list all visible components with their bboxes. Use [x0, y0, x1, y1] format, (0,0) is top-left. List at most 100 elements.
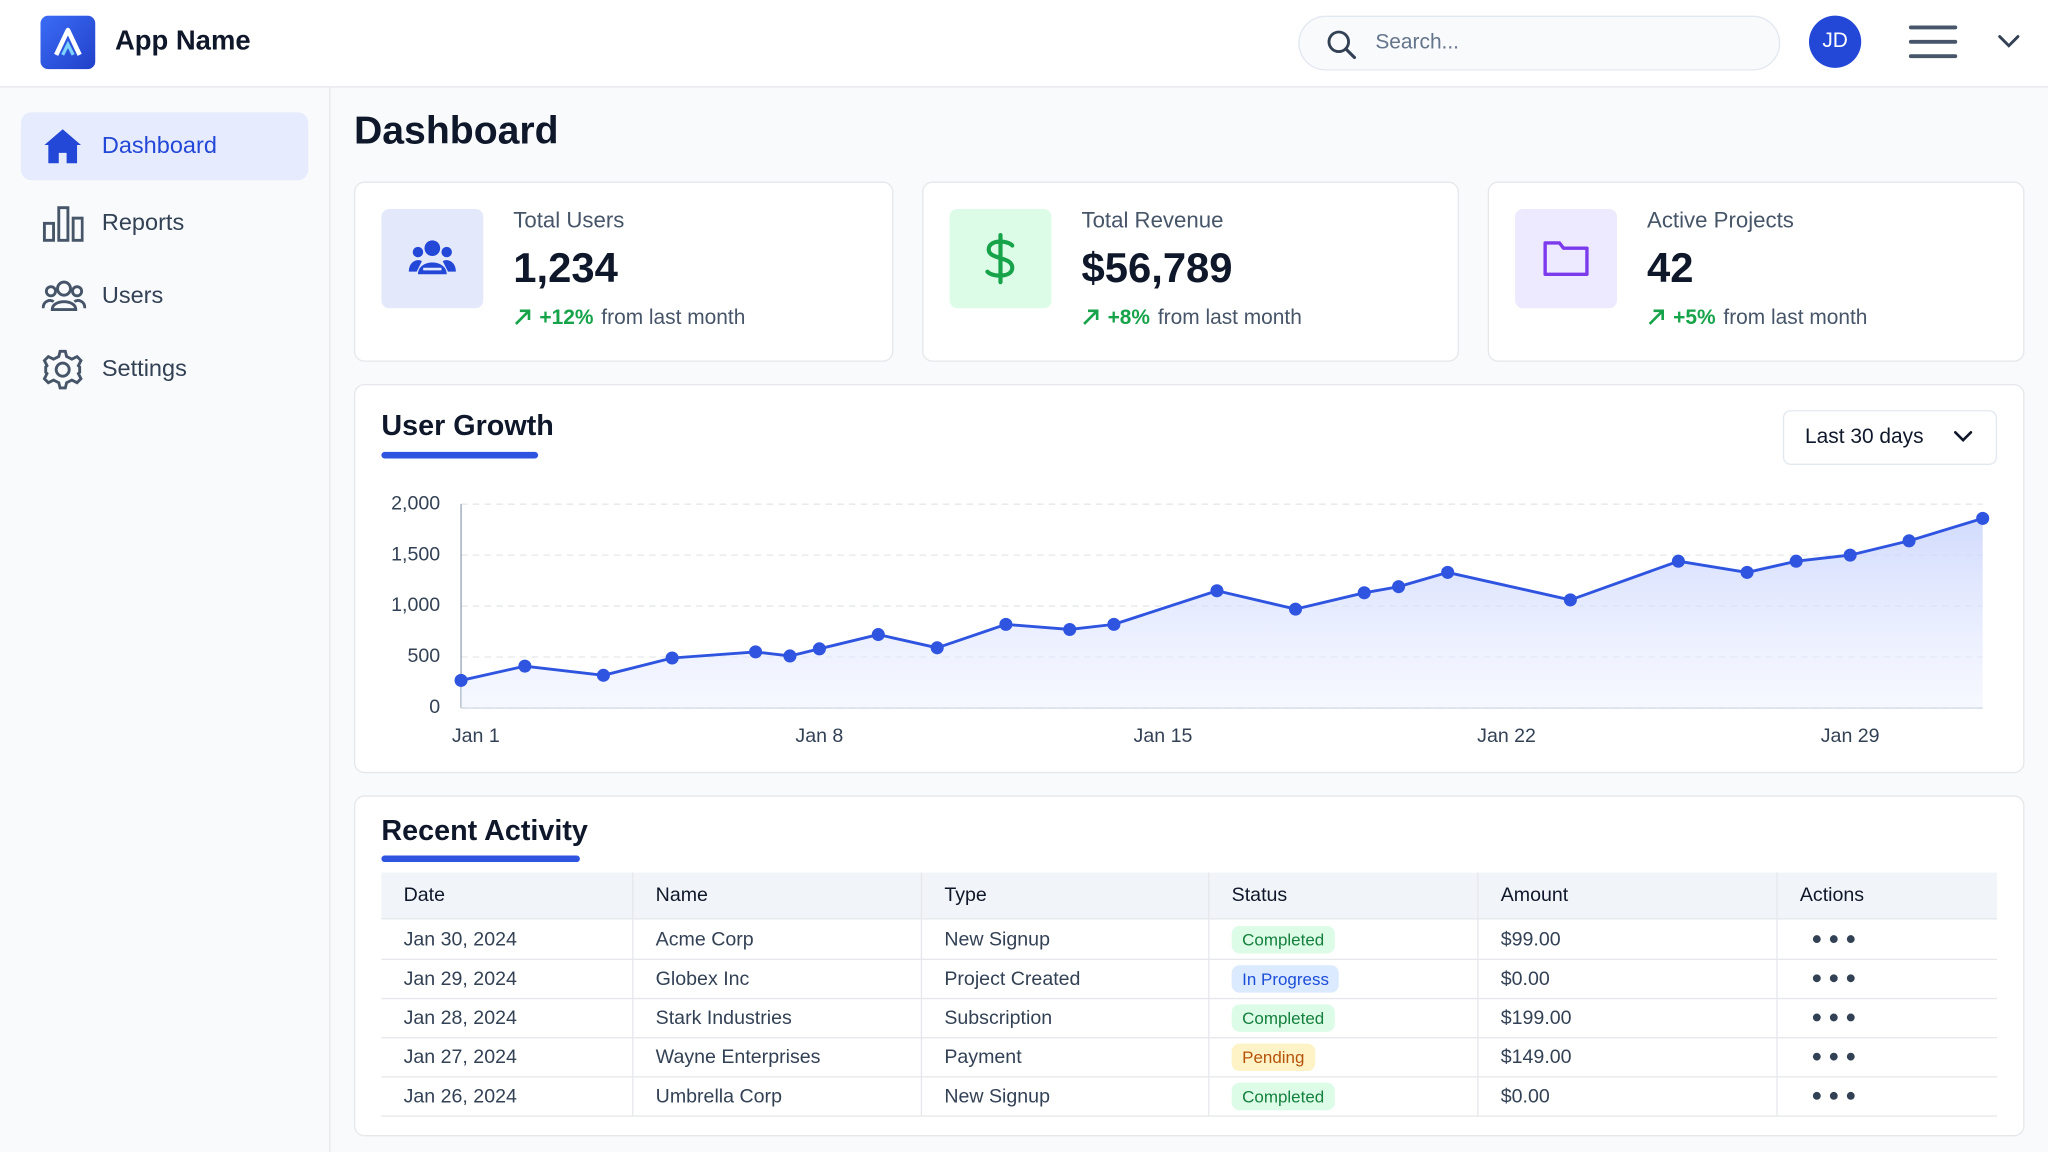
table-cell: Umbrella Corp — [632, 1076, 921, 1116]
table-row: Jan 27, 2024 Wayne Enterprises Payment Pend… — [381, 1037, 1998, 1078]
data-point — [1902, 534, 1916, 548]
y-tick-label: 1,000 — [391, 594, 440, 616]
data-point — [518, 659, 532, 673]
stat-value: 42 — [1647, 244, 1694, 292]
table-cell: $0.00 — [1477, 958, 1776, 998]
table-cell: Globex Inc — [632, 958, 921, 998]
actions-menu[interactable] — [1812, 1091, 1859, 1101]
data-point — [749, 645, 763, 659]
table-cell: Acme Corp — [632, 919, 921, 959]
data-point — [1357, 586, 1371, 600]
nav-label: Settings — [101, 355, 187, 382]
table-cell: New Signup — [920, 919, 1208, 959]
actions-cell — [1776, 958, 1997, 998]
reports-icon — [42, 206, 84, 242]
table-cell: $99.00 — [1477, 919, 1776, 959]
stat-label: Active Projects — [1647, 207, 1794, 233]
table-cell: $149.00 — [1477, 1037, 1776, 1077]
x-tick-label: Jan 8 — [795, 725, 843, 747]
title-underline — [381, 855, 580, 863]
avatar[interactable]: JD — [1808, 15, 1862, 68]
actions-menu[interactable] — [1812, 1012, 1859, 1022]
data-point — [1843, 548, 1857, 562]
actions-cell — [1776, 997, 1997, 1038]
table-cell: Completed — [1208, 997, 1477, 1038]
table-cell: New Signup — [920, 1076, 1208, 1116]
menu-icon[interactable] — [1907, 24, 1959, 63]
trend-icon — [1083, 309, 1099, 325]
logo[interactable] — [40, 15, 96, 70]
table-cell: Jan 30, 2024 — [403, 927, 517, 951]
stat-card: Total Revenue $56,789 +8% from last month — [922, 181, 1459, 362]
area-fill — [461, 518, 1983, 708]
home-icon — [44, 129, 81, 164]
table-cell: Stark Industries — [632, 997, 921, 1038]
range-dropdown[interactable]: Last 30 days — [1782, 410, 1998, 465]
nav-item[interactable]: Dashboard — [20, 112, 309, 181]
app-name: App Name — [114, 26, 251, 57]
trend-icon — [514, 309, 531, 325]
title-underline — [381, 451, 539, 459]
menu-chevron[interactable] — [1996, 31, 2022, 52]
stat-change-note: from last month — [601, 306, 746, 330]
data-point — [930, 641, 944, 655]
status-badge: Pending — [1231, 1042, 1315, 1071]
table-row: Jan 30, 2024 Acme Corp New Signup Completed… — [381, 919, 1998, 960]
stat-label: Total Users — [513, 207, 625, 233]
x-tick-label: Jan 22 — [1477, 725, 1536, 747]
stat-change: +12% from last month — [513, 307, 745, 331]
actions-cell — [1776, 1076, 1997, 1116]
table-cell: Jan 26, 2024 — [403, 1084, 517, 1107]
status-badge: Completed — [1231, 1003, 1335, 1032]
nav-item[interactable]: Settings — [21, 336, 308, 404]
table-cell: Wayne Enterprises — [632, 1037, 921, 1077]
stat-change: +8% from last month — [1081, 307, 1302, 331]
chart-card: 0 500 1,000 1,500 2,000 Jan 1 Jan 8 Jan 15 Jan 2… — [353, 383, 2025, 774]
nav-item[interactable]: Reports — [21, 189, 308, 257]
activity-card: Recent Activity Date Name Type Status Amount… — [353, 795, 2025, 1137]
data-point — [1288, 602, 1303, 616]
data-point — [454, 673, 468, 687]
folder-icon — [1543, 241, 1589, 276]
stat-change-value: +5% — [1673, 306, 1716, 330]
users-icon — [408, 240, 456, 275]
stat-label: Total Revenue — [1081, 207, 1224, 233]
stat-change-note: from last month — [1723, 306, 1868, 330]
settings-icon — [42, 349, 83, 390]
table-cell: $0.00 — [1477, 1076, 1776, 1116]
actions-menu[interactable] — [1812, 973, 1859, 983]
table-row: Jan 29, 2024 Globex Inc Project Created In … — [381, 958, 1998, 1000]
trend-icon — [1648, 309, 1664, 325]
data-point — [1063, 622, 1077, 637]
dropdown-chevron — [1953, 431, 1973, 443]
x-tick-label: Jan 29 — [1821, 725, 1880, 747]
nav-item[interactable]: Users — [21, 263, 308, 331]
search-box[interactable]: Search... — [1298, 15, 1781, 71]
actions-menu[interactable] — [1812, 1051, 1859, 1061]
top-bar: App Name Search... JD — [0, 0, 2048, 88]
range-label: Last 30 days — [1805, 425, 1924, 448]
stat-icon-tile — [381, 208, 484, 309]
header-cell: Name — [632, 872, 921, 919]
table-cell: Project Created — [920, 958, 1208, 998]
data-point — [1392, 580, 1406, 594]
y-tick-label: 0 — [429, 696, 440, 718]
table-cell: Completed — [1208, 919, 1477, 959]
data-point — [1671, 554, 1685, 568]
table-cell: Jan 29, 2024 — [403, 967, 517, 990]
data-point — [1441, 565, 1455, 579]
x-tick-label: Jan 1 — [452, 725, 500, 747]
data-point — [871, 628, 885, 642]
data-point — [1740, 565, 1754, 579]
stat-change: +5% from last month — [1647, 307, 1867, 331]
table-cell: Pending — [1208, 1037, 1477, 1077]
chart-title: User Growth — [381, 408, 554, 442]
status-badge: Completed — [1231, 925, 1335, 953]
actions-menu[interactable] — [1812, 934, 1859, 944]
stat-value: 1,234 — [513, 244, 618, 292]
activity-title: Recent Activity — [381, 813, 588, 847]
data-point — [665, 651, 679, 665]
table-row: Jan 28, 2024 Stark Industries Subscription… — [381, 997, 1998, 1039]
actions-cell — [1776, 1037, 1997, 1077]
